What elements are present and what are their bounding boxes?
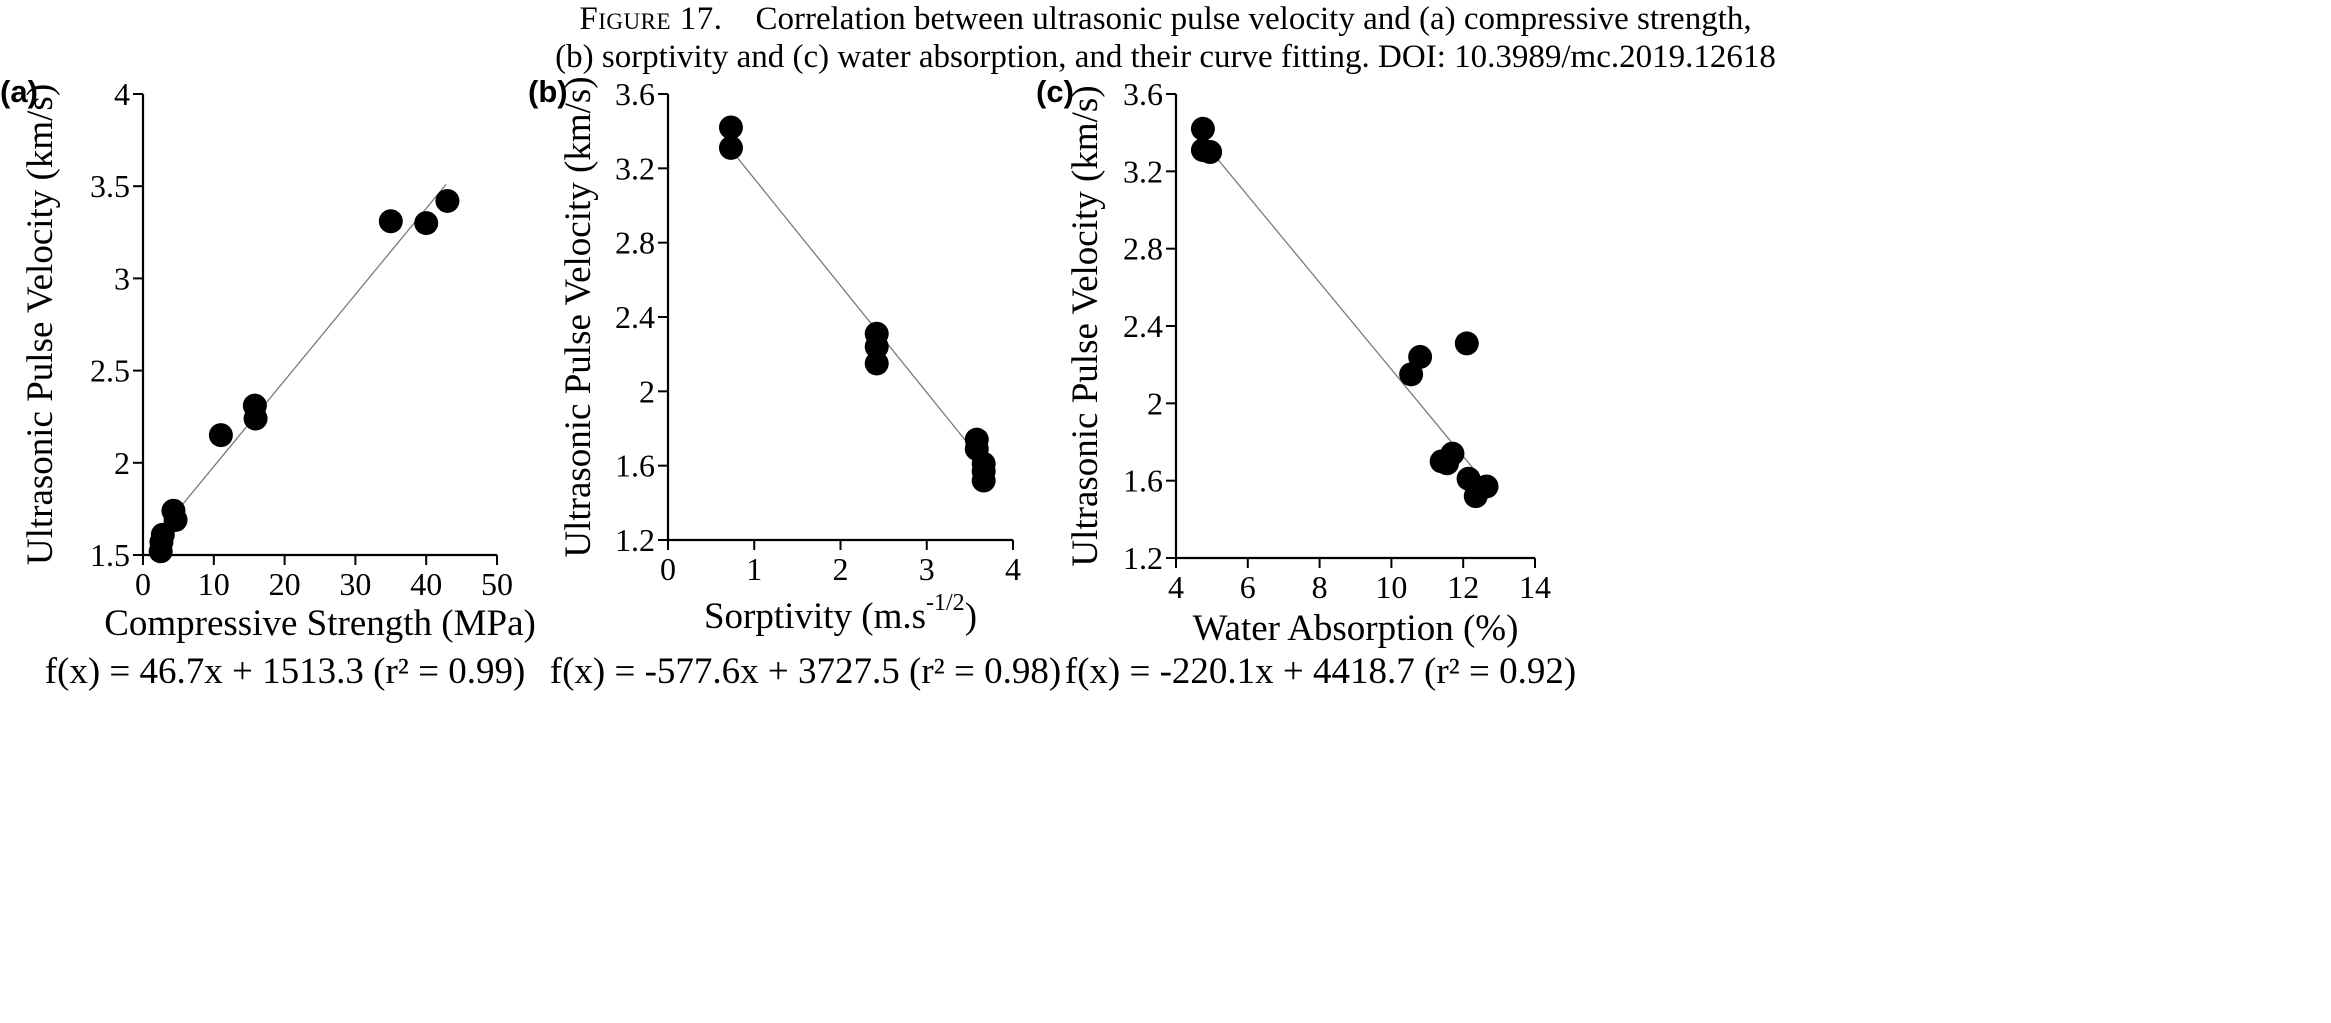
panel-letter: (a) [0, 74, 38, 109]
fit-equation: f(x) = 46.7x + 1513.3 (r² = 0.99) [45, 651, 526, 692]
data-point [971, 468, 996, 493]
x-tick-label: 50 [481, 566, 513, 602]
x-tick-label: 14 [1519, 569, 1551, 605]
y-tick-label: 1.5 [90, 537, 130, 573]
x-tick-label: 10 [198, 566, 230, 602]
y-tick-label: 3.2 [1123, 153, 1163, 189]
data-point [1440, 441, 1465, 466]
y-tick-label: 2 [114, 445, 130, 481]
x-axis-label: Water Absorption (%) [1193, 608, 1519, 649]
data-point [1408, 344, 1433, 369]
y-tick-label: 2.4 [1123, 308, 1163, 344]
y-tick-label: 2.4 [615, 299, 655, 335]
figure-caption: Figure 17. Correlation between ultrasoni… [0, 0, 2331, 76]
x-tick-label: 8 [1312, 569, 1328, 605]
caption-text-1: Correlation between ultrasonic pulse vel… [755, 1, 1752, 37]
y-tick-label: 2 [639, 373, 655, 409]
x-tick-label: 4 [1168, 569, 1184, 605]
data-point [435, 188, 460, 213]
y-axis-label: Ultrasonic Pulse Velocity (km/s) [1065, 85, 1106, 566]
fit-line [730, 149, 978, 455]
x-axis-label-end: ) [965, 596, 977, 637]
data-point [1198, 140, 1223, 164]
caption-line-1: Figure 17. Correlation between ultrasoni… [0, 0, 2331, 38]
y-tick-label: 1.2 [1123, 540, 1163, 576]
x-tick-label: 10 [1375, 569, 1407, 605]
y-tick-label: 3.5 [90, 168, 130, 204]
figure-label: Figure 17. [579, 1, 723, 37]
fit-line [1209, 149, 1488, 485]
data-point [1474, 474, 1499, 499]
x-tick-label: 12 [1447, 569, 1479, 605]
y-tick-label: 1.2 [615, 522, 655, 558]
data-point [378, 209, 403, 234]
panel-b: (b) 1.2 1.6 2 2.4 2.8 3.2 3.6 0 1 2 3 4 Ultrasonic Pu… [528, 74, 1061, 692]
fit-equation: f(x) = -577.6x + 3727.5 (r² = 0.98) [550, 651, 1061, 692]
data-point [718, 115, 743, 140]
x-tick-label: 0 [660, 551, 676, 587]
data-point [864, 351, 889, 376]
x-tick-label: 4 [1005, 551, 1021, 587]
panel-c: (c) 1.2 1.6 2 2.4 2.8 3.2 3.6 4 6 8 10 12 14 Ultrasoni… [1036, 74, 1576, 692]
data-point [414, 211, 439, 236]
data-point [208, 423, 233, 448]
panel-letter: (c) [1036, 74, 1074, 109]
data-point [163, 507, 188, 532]
y-tick-label: 4 [114, 76, 130, 112]
data-point [1454, 331, 1479, 356]
x-tick-label: 2 [833, 551, 849, 587]
y-tick-label: 1.6 [1123, 463, 1163, 499]
x-tick-label: 30 [339, 566, 371, 602]
y-tick-label: 3 [114, 260, 130, 296]
x-axis-label-superscript: -1/2 [926, 590, 965, 616]
data-point [864, 334, 889, 359]
x-axis-label: Compressive Strength (MPa) [104, 603, 536, 644]
x-axis-label: Sorptivity (m.s-1/2) [704, 590, 977, 637]
caption-line-2: (b) sorptivity and (c) water absorption,… [555, 39, 1776, 75]
data-point [243, 406, 268, 431]
y-axis-label: Ultrasonic Pulse Velocity (km/s) [20, 84, 61, 565]
panel-letter: (b) [528, 74, 568, 109]
y-tick-label: 2 [1147, 385, 1163, 421]
x-tick-label: 1 [746, 551, 762, 587]
y-tick-label: 2.5 [90, 353, 130, 389]
y-tick-label: 3.6 [1123, 76, 1163, 112]
y-axis-label: Ultrasonic Pulse Velocity (km/s) [558, 76, 599, 557]
fit-line [170, 183, 447, 519]
data-point [718, 135, 743, 160]
x-tick-label: 3 [919, 551, 935, 587]
data-point [1190, 116, 1215, 141]
x-tick-label: 40 [410, 566, 442, 602]
x-tick-label: 20 [269, 566, 301, 602]
y-tick-label: 3.6 [615, 76, 655, 112]
y-tick-label: 2.8 [615, 225, 655, 261]
y-tick-label: 2.8 [1123, 231, 1163, 267]
x-tick-label: 6 [1240, 569, 1256, 605]
y-tick-label: 3.2 [615, 150, 655, 186]
y-tick-label: 1.6 [615, 448, 655, 484]
x-tick-label: 0 [135, 566, 151, 602]
fit-equation: f(x) = -220.1x + 4418.7 (r² = 0.92) [1065, 651, 1576, 692]
